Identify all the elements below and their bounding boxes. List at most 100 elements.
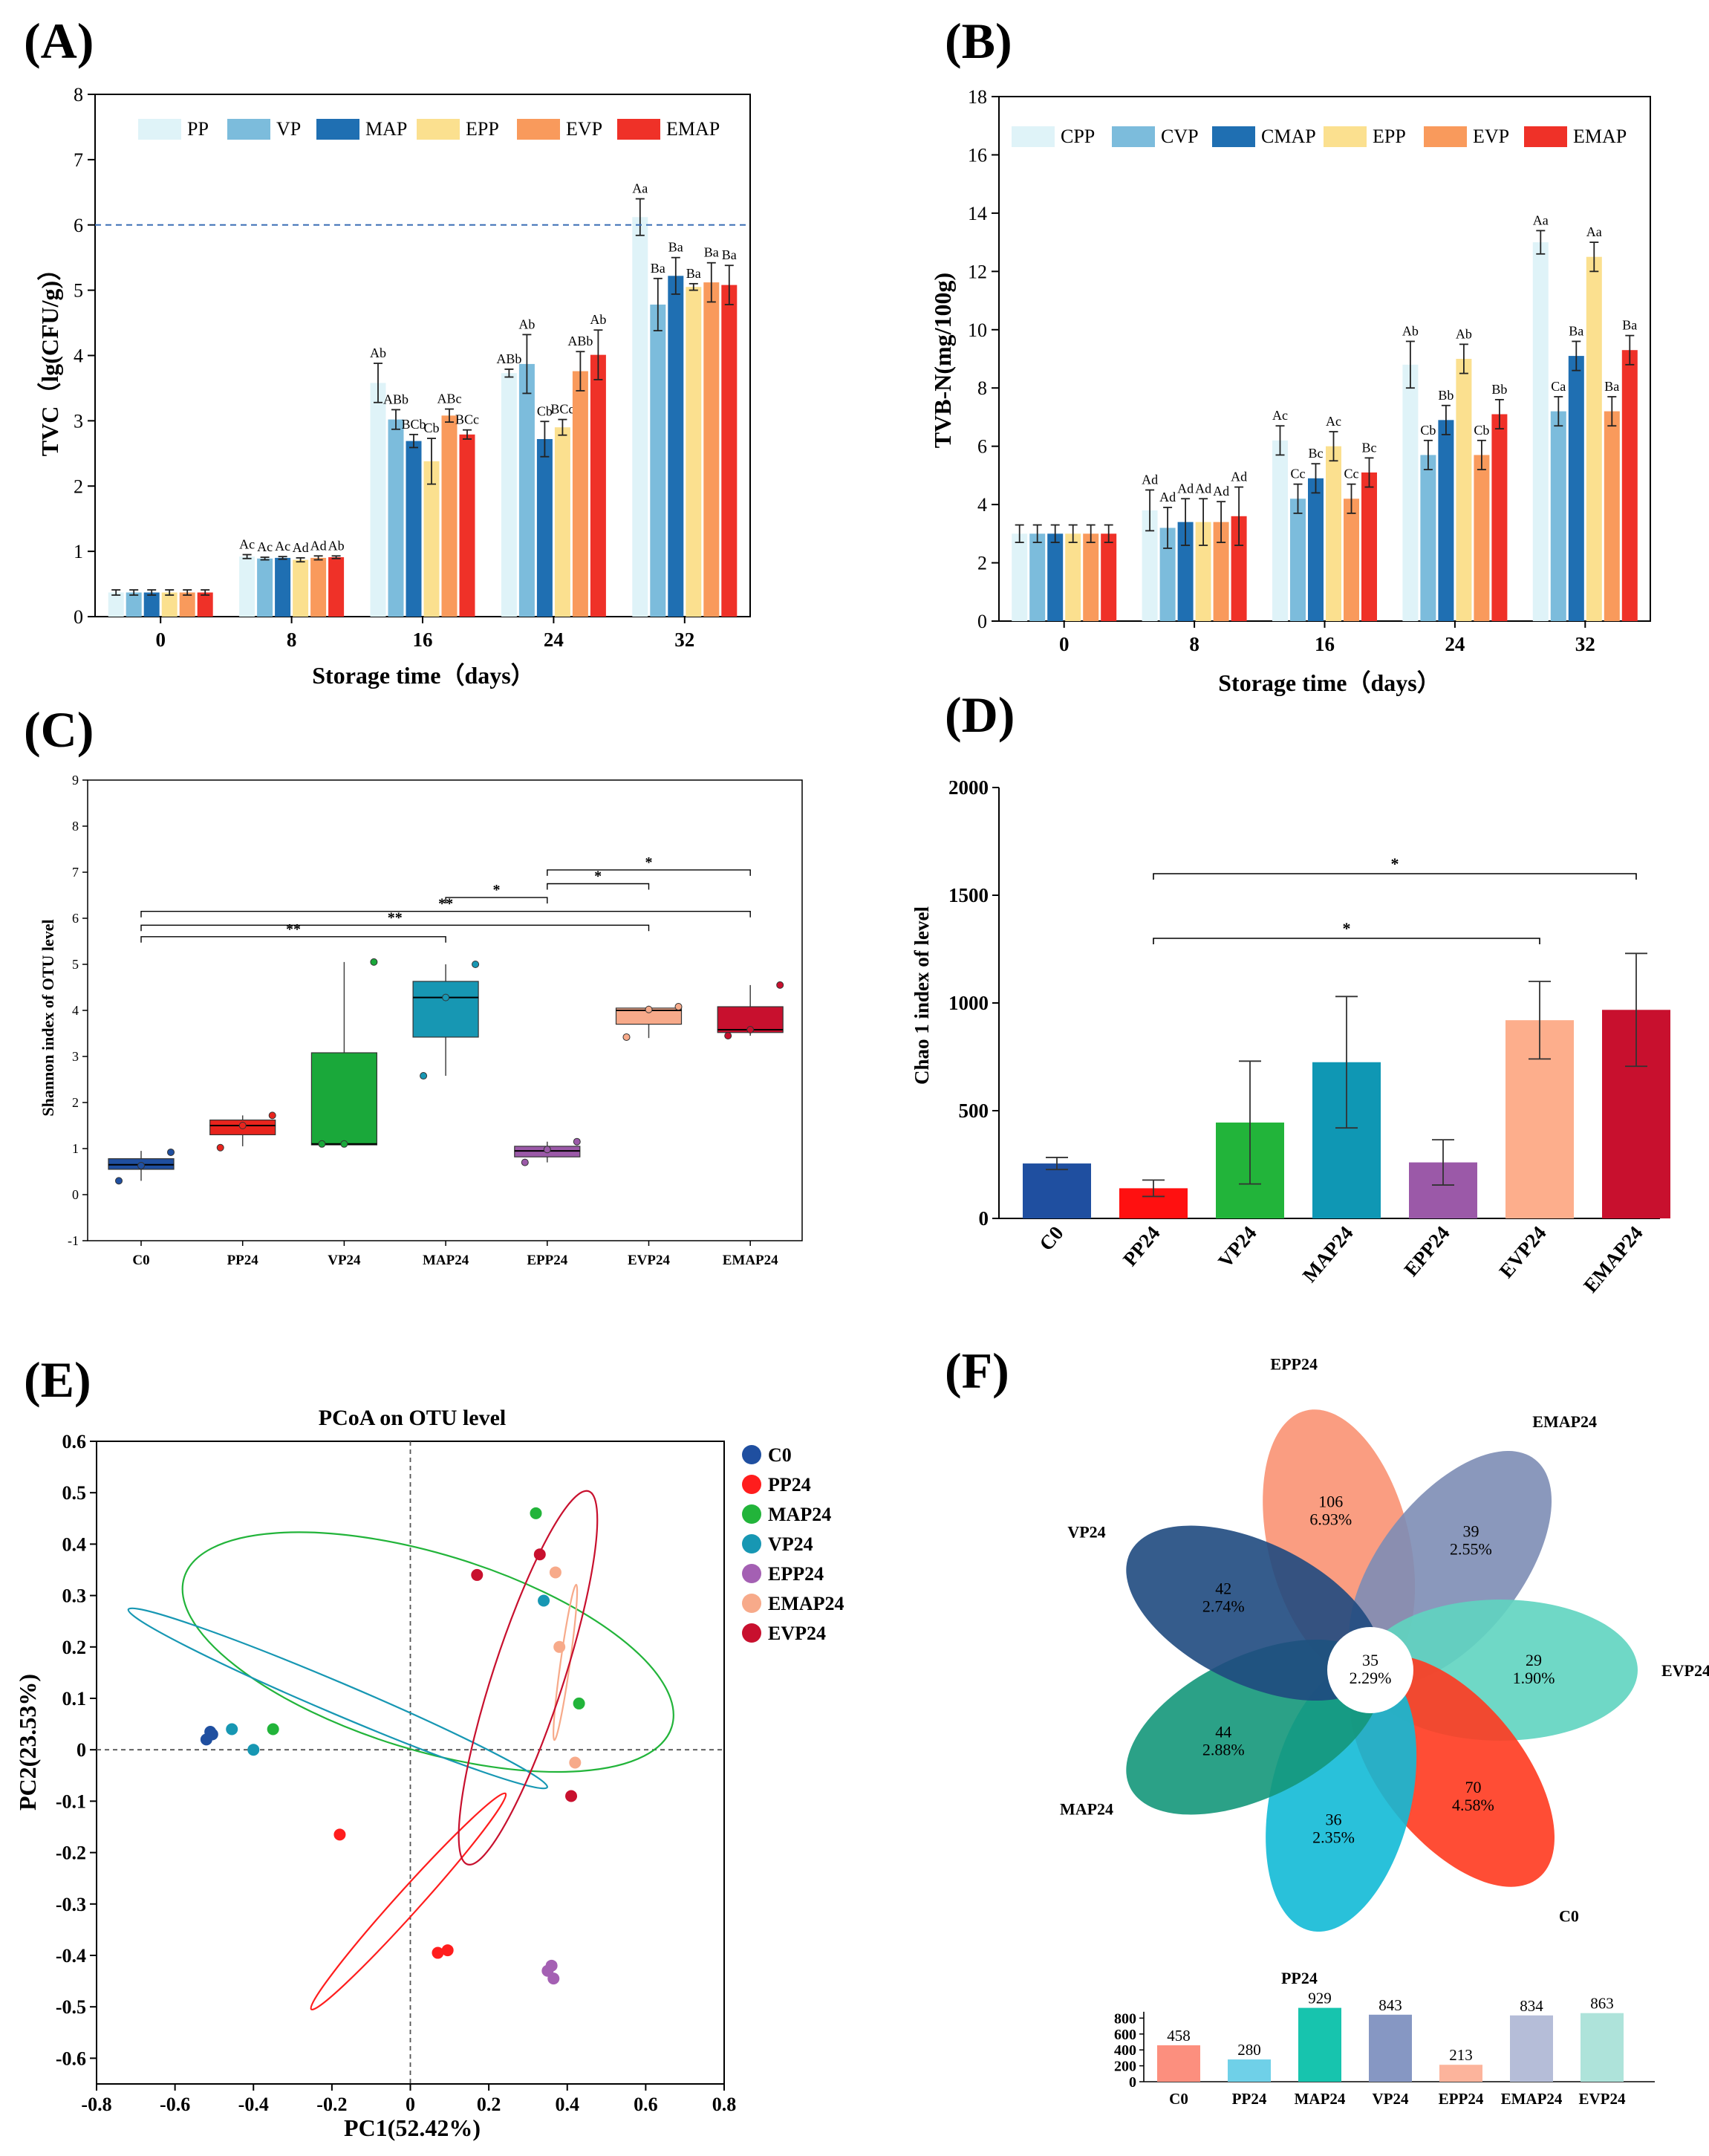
x-tick-label: VP24 <box>1214 1222 1260 1273</box>
bar-vp <box>650 304 666 617</box>
point-pp24 <box>441 1944 454 1957</box>
x-tick-label: 24 <box>1445 633 1465 655</box>
panel-e-xlabel: PC1(52.42%) <box>344 2114 481 2141</box>
bar-map <box>275 557 291 617</box>
x-tick-label: MAP24 <box>423 1253 469 1268</box>
bar-emap <box>328 557 345 617</box>
bar-map <box>143 592 160 617</box>
x-tick-label: 16 <box>1315 633 1335 655</box>
significance-letter: Ad <box>1213 484 1229 499</box>
significance-letter: ABc <box>437 392 462 406</box>
petal-name-emap24: EMAP24 <box>1532 1412 1597 1431</box>
totals-bar-c0 <box>1157 2045 1200 2082</box>
y-tick-label: 0.6 <box>62 1431 87 1452</box>
bar-cmap <box>1568 356 1584 621</box>
bar-pp <box>239 556 255 617</box>
bar-cpp <box>1402 364 1419 621</box>
legend-swatch-map <box>316 119 359 140</box>
data-point <box>442 993 450 1001</box>
significance-letter: Bb <box>1491 382 1507 397</box>
y-tick-label: 500 <box>959 1100 989 1122</box>
bar-evp <box>1083 533 1099 621</box>
bar-pp <box>632 217 648 617</box>
y-tick-label: 12 <box>968 261 987 282</box>
panel-f-label: (F) <box>945 1342 1009 1399</box>
confidence-ellipse-vp24 <box>127 1607 548 1790</box>
y-tick-label: 2 <box>977 553 987 574</box>
bar-map <box>406 441 422 617</box>
petal-name-epp24: EPP24 <box>1270 1355 1318 1374</box>
significance-mark: * <box>492 882 500 898</box>
legend-label-emap24: EMAP24 <box>768 1593 844 1614</box>
bar-map <box>536 438 553 617</box>
bar-epp <box>686 287 702 617</box>
center-percent: 2.29% <box>1350 1669 1392 1687</box>
totals-y-tick-label: 800 <box>1114 2010 1136 2027</box>
bar-epp <box>1195 522 1211 621</box>
point-vp24 <box>538 1594 550 1607</box>
y-tick-label: 14 <box>968 203 987 224</box>
significance-letter: Cb <box>1420 423 1436 438</box>
y-tick-label: 0 <box>72 1187 79 1202</box>
legend-label-map24: MAP24 <box>768 1504 831 1525</box>
bar-cpp <box>1532 242 1549 621</box>
totals-bar-vp24 <box>1369 2014 1412 2082</box>
point-emap24 <box>569 1756 582 1769</box>
bar-evp <box>441 415 458 617</box>
petal-vp24 <box>1126 1525 1381 1701</box>
panel-b-xlabel: Storage time（days） <box>1218 669 1441 696</box>
data-point <box>746 1026 755 1034</box>
totals-x-tick-label: EMAP24 <box>1501 2090 1563 2108</box>
petal-count: 29 <box>1526 1651 1542 1669</box>
significance-mark: * <box>594 868 602 885</box>
y-tick-label: 0 <box>74 606 83 628</box>
petal-name-pp24: PP24 <box>1281 1969 1318 1987</box>
significance-letter: BCc <box>455 412 479 427</box>
x-tick-label: 8 <box>1189 633 1199 655</box>
bar-cpp <box>1012 533 1028 621</box>
panel-c-ylabel: Shannon index of OTU level <box>39 919 57 1116</box>
petal-percent: 1.90% <box>1513 1669 1555 1687</box>
panel-a-ylabel: TVC（lg(CFU/g)） <box>36 257 63 456</box>
y-tick-label: 8 <box>977 377 987 399</box>
bar-emap <box>1361 472 1377 621</box>
legend-marker-map24 <box>742 1504 761 1524</box>
legend-label-evp24: EVP24 <box>768 1623 826 1644</box>
bar-evp <box>572 371 588 617</box>
y-tick-label: 16 <box>968 144 987 166</box>
x-tick-label: 16 <box>413 629 433 651</box>
y-tick-label: 10 <box>968 319 987 341</box>
bar-emap <box>721 285 738 617</box>
y-tick-label: 2 <box>74 475 83 497</box>
bar-cvp <box>1420 455 1436 621</box>
y-tick-label: 8 <box>72 819 79 834</box>
totals-bar-value: 929 <box>1308 1990 1332 2007</box>
totals-x-tick-label: MAP24 <box>1295 2090 1346 2108</box>
data-point <box>724 1032 732 1040</box>
bar-cmap <box>1047 533 1064 621</box>
data-point <box>674 1003 683 1011</box>
significance-letter: Ab <box>1402 323 1419 338</box>
totals-bar-value: 213 <box>1449 2046 1473 2064</box>
y-tick-label: 6 <box>977 436 987 458</box>
legend-swatch-cmap <box>1212 126 1255 147</box>
significance-letter: Ac <box>257 539 273 554</box>
petal-name-c0: C0 <box>1559 1906 1579 1925</box>
significance-letter: Ba <box>704 245 719 260</box>
panel-c-label: (C) <box>24 701 94 758</box>
data-point <box>370 958 378 966</box>
totals-bar-value: 458 <box>1167 2027 1191 2045</box>
y-tick-label: 3 <box>74 410 83 432</box>
x-tick-label: PP24 <box>1119 1222 1165 1270</box>
x-tick-label: 0.6 <box>634 2094 658 2115</box>
bar-vp <box>388 419 404 617</box>
point-c0 <box>200 1733 212 1746</box>
point-evp24 <box>565 1790 578 1802</box>
bar-cvp <box>1029 533 1046 621</box>
legend-marker-emap24 <box>742 1594 761 1613</box>
significance-letter: Ca <box>1551 379 1566 394</box>
panel-e: (E) PCoA on OTU level -0.8 -0.6 -0.4 -0.2 0 0… <box>14 1351 844 2141</box>
panel-a-label: (A) <box>24 13 94 69</box>
y-tick-label: 2000 <box>948 776 989 799</box>
